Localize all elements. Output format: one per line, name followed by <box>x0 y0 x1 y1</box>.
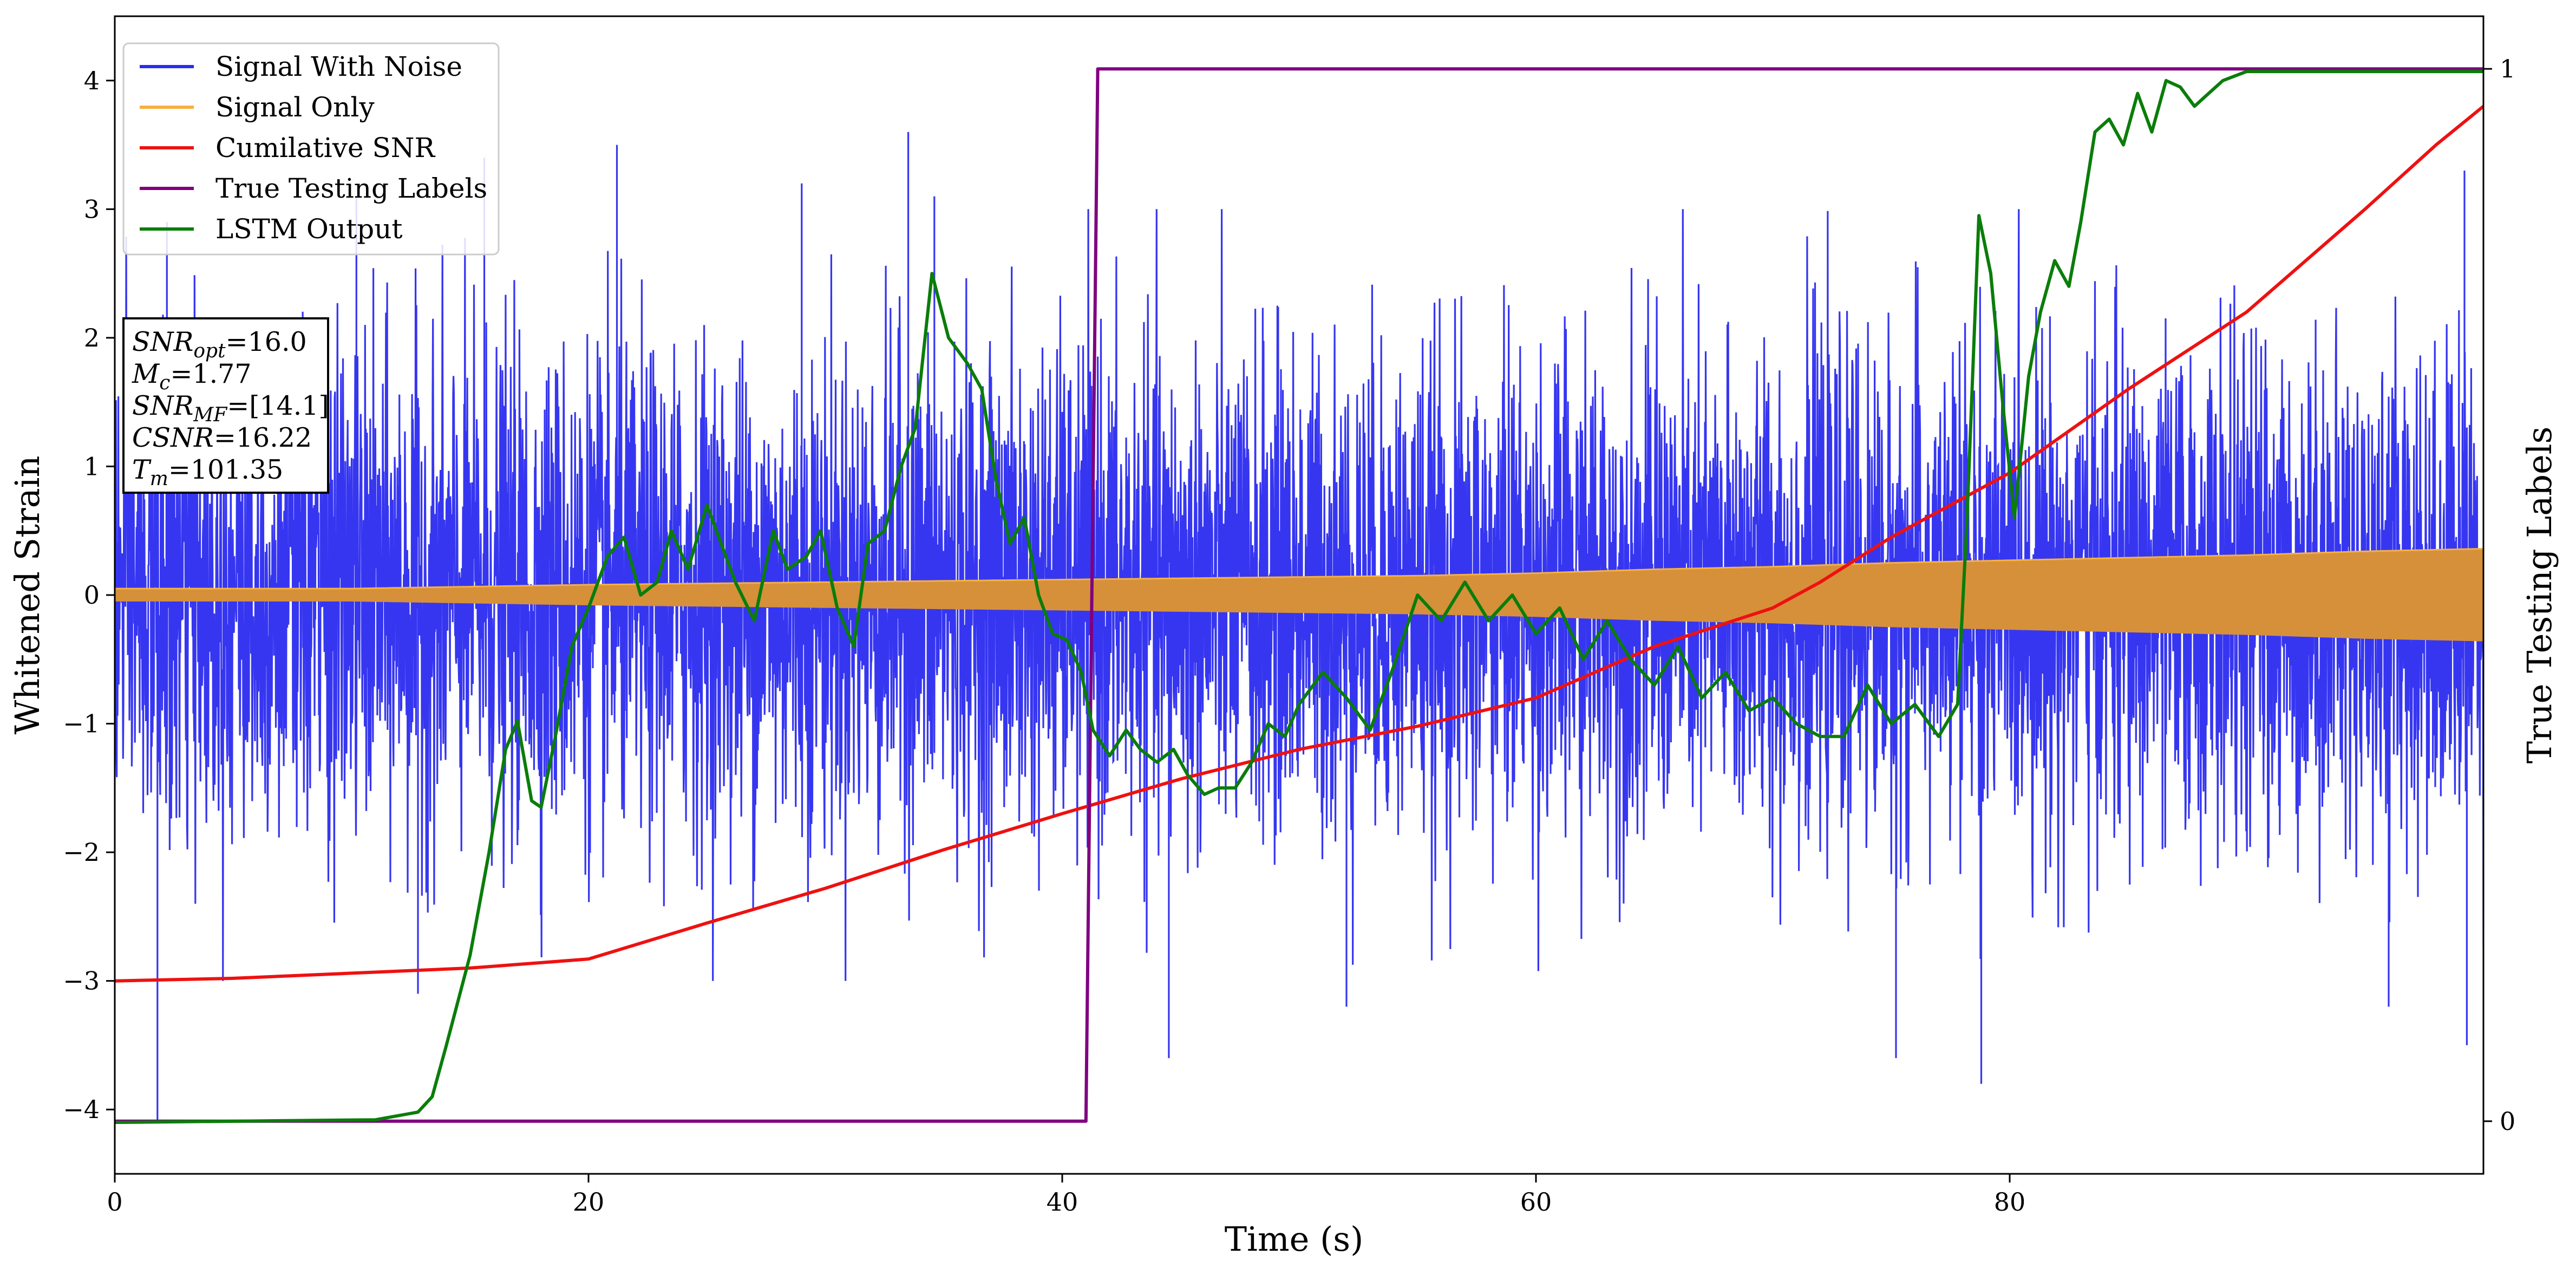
info-line: SNRopt=16.0 <box>132 326 307 362</box>
y2-axis-ticks: 01 <box>2483 54 2515 1136</box>
info-box <box>122 317 329 494</box>
x-tick-label: 40 <box>1047 1187 1078 1217</box>
legend-label: LSTM Output <box>215 213 402 245</box>
info-annotation: SNRopt=16.0Mc=1.77SNRMF=[14.1]CSNR=16.22… <box>122 317 329 494</box>
info-line: SNRMF=[14.1] <box>132 390 329 426</box>
info-lines: SNRopt=16.0Mc=1.77SNRMF=[14.1]CSNR=16.22… <box>132 326 329 490</box>
legend-entry-cumilative-snr: Cumilative SNR <box>140 132 435 164</box>
x-axis-ticks: 0 20 40 60 80 <box>107 1174 2025 1217</box>
x-tick-label: 20 <box>573 1187 605 1217</box>
legend-entry-signal-only: Signal Only <box>140 92 375 123</box>
legend-label: Signal With Noise <box>215 51 462 82</box>
x-tick-label: 60 <box>1520 1187 1552 1217</box>
y-tick-label: 0 <box>84 580 100 610</box>
x-tick-label: 0 <box>107 1187 122 1217</box>
legend-entries: Signal With Noise Signal Only Cumilative S… <box>140 51 487 245</box>
legend-entry-lstm-output: LSTM Output <box>140 213 402 245</box>
legend-label: True Testing Labels <box>215 173 487 204</box>
legend-box <box>122 42 500 256</box>
signal-only-line <box>115 548 2483 590</box>
y-tick-label: −3 <box>63 966 100 996</box>
y-axis-ticks: −4 −3 −2 −1 0 1 2 3 4 <box>63 66 115 1124</box>
y-tick-label: −1 <box>63 709 100 739</box>
legend-label: Signal Only <box>215 92 375 123</box>
info-line: Tm=101.35 <box>132 454 283 490</box>
y-tick-label: 4 <box>84 66 100 95</box>
plot-area <box>115 67 2483 1124</box>
y-axis-title: Whitened Strain <box>8 456 47 735</box>
y-tick-label: 3 <box>84 194 100 224</box>
y2-tick-label: 0 <box>2500 1107 2515 1136</box>
y2-axis-title: True Testing Labels <box>2520 427 2559 764</box>
legend: Signal With Noise Signal Only Cumilative S… <box>122 42 500 256</box>
info-line: Mc=1.77 <box>132 358 252 394</box>
legend-entry-signal-with-noise: Signal With Noise <box>140 51 462 82</box>
cumilative-snr-line <box>115 104 2483 983</box>
y-tick-label: 2 <box>84 323 100 352</box>
signal-only-band <box>115 548 2483 642</box>
y-tick-label: 1 <box>84 452 100 481</box>
x-tick-label: 80 <box>1994 1187 2026 1217</box>
lstm-output-line <box>115 70 2483 1124</box>
y2-tick-label: 1 <box>2500 54 2515 83</box>
legend-entry-true-testing-labels: True Testing Labels <box>140 173 487 204</box>
signal-only-series <box>115 548 2483 642</box>
y-tick-label: −2 <box>63 838 100 867</box>
x-axis-title: Time (s) <box>1225 1219 1364 1259</box>
legend-label: Cumilative SNR <box>215 132 435 164</box>
true-testing-labels-line <box>115 67 2483 1123</box>
y-tick-label: −4 <box>63 1095 100 1124</box>
line-series-group <box>115 67 2483 1124</box>
info-line: CSNR=16.22 <box>132 422 312 453</box>
